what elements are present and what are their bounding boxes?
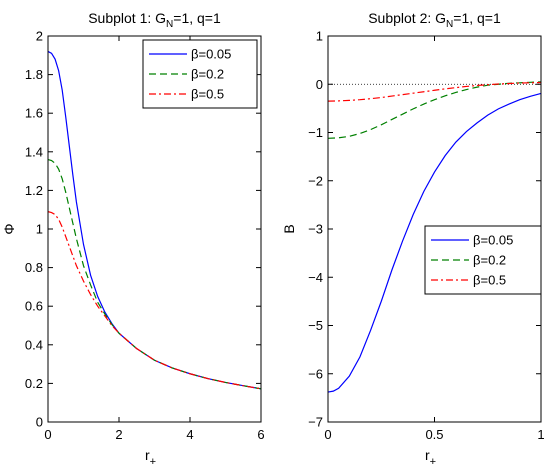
y-tick-label: 1.2 xyxy=(25,183,43,198)
y-tick-label: −7 xyxy=(308,415,323,430)
y-tick-label: 0 xyxy=(36,415,43,430)
y-tick-label: 0.4 xyxy=(25,337,43,352)
x-tick-label: 1 xyxy=(537,427,544,442)
y-tick-label: 1.4 xyxy=(25,144,43,159)
subplot-1: Subplot 1: GN=1, q=1 0 2 4 6 0 0.2 0.4 0.6 0.8 1 1.… xyxy=(1,10,265,468)
series-line-3 xyxy=(47,211,262,390)
legend-label-2: β=0.2 xyxy=(473,253,506,268)
x-tick-label: 4 xyxy=(186,427,193,442)
legend: β=0.05 β=0.2 β=0.5 xyxy=(424,225,542,295)
y-tick-label: 1 xyxy=(36,222,43,237)
x-tick-label: 6 xyxy=(257,427,264,442)
y-tick-label: −3 xyxy=(308,222,323,237)
x-tick-label: 0 xyxy=(324,427,331,442)
y-tick-label: 1.6 xyxy=(25,106,43,121)
legend-label-3: β=0.5 xyxy=(191,87,224,102)
legend-label-1: β=0.05 xyxy=(191,47,231,62)
y-tick-label: −1 xyxy=(308,125,323,140)
chart-title: Subplot 2: GN=1, q=1 xyxy=(368,10,501,30)
y-tick-label: −6 xyxy=(308,366,323,381)
x-axis-label: r+ xyxy=(425,447,436,468)
y-tick-label: −4 xyxy=(308,270,323,285)
series-line-2 xyxy=(327,81,542,139)
y-tick-label: 0.8 xyxy=(25,260,43,275)
series-line-3 xyxy=(327,81,542,102)
legend-label-3: β=0.5 xyxy=(473,273,506,288)
y-tick-label: −5 xyxy=(308,318,323,333)
x-axis-label: r+ xyxy=(145,447,156,468)
y-tick-label: 0.2 xyxy=(25,376,43,391)
y-axis-label: Φ xyxy=(1,223,17,234)
legend-label-2: β=0.2 xyxy=(191,67,224,82)
legend-label-1: β=0.05 xyxy=(473,233,513,248)
series-line-1 xyxy=(327,92,542,393)
y-tick-label: 2 xyxy=(36,29,43,44)
x-tick-label: 2 xyxy=(115,427,122,442)
y-tick-label: 0.6 xyxy=(25,299,43,314)
series-line-2 xyxy=(47,158,262,390)
subplot-2: Subplot 2: GN=1, q=1 0 0.5 1 −7 −6 −5 −4 −3 −2 −1 0… xyxy=(281,10,545,468)
legend-box xyxy=(424,225,542,295)
y-tick-label: 0 xyxy=(316,77,323,92)
y-tick-label: 1 xyxy=(316,29,323,44)
legend: β=0.05 β=0.2 β=0.5 xyxy=(142,39,258,109)
chart-title: Subplot 1: GN=1, q=1 xyxy=(88,10,221,30)
y-tick-label: −2 xyxy=(308,173,323,188)
y-axis-label: B xyxy=(281,224,297,233)
x-tick-label: 0.5 xyxy=(425,427,443,442)
y-tick-label: 1.8 xyxy=(25,67,43,82)
x-tick-label: 0 xyxy=(44,427,51,442)
